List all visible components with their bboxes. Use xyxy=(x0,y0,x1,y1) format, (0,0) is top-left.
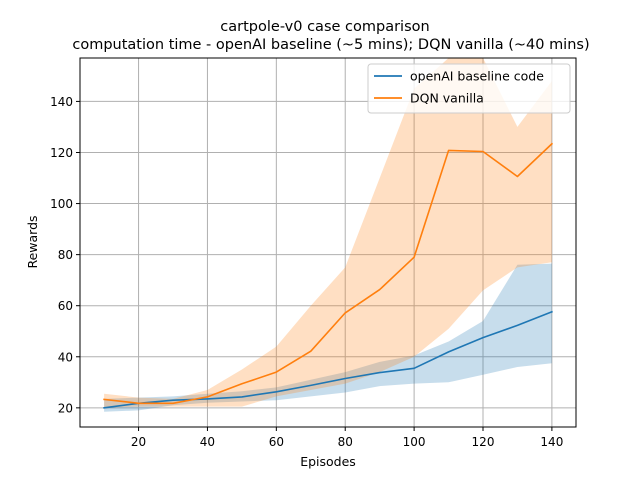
x-tick-label: 20 xyxy=(131,435,146,449)
y-tick-label: 60 xyxy=(58,299,73,313)
x-tick-label: 120 xyxy=(472,435,495,449)
legend: openAI baseline code DQN vanilla xyxy=(367,63,571,114)
y-tick-label: 140 xyxy=(50,95,73,109)
confidence-bands xyxy=(104,58,552,412)
y-tick-label: 100 xyxy=(50,197,73,211)
confidence-band-series-1 xyxy=(104,263,552,412)
series-line-2 xyxy=(103,142,554,405)
chart-title: cartpole-v0 case comparison xyxy=(220,19,429,35)
x-tick-label: 140 xyxy=(540,435,563,449)
x-tick-label: 100 xyxy=(403,435,426,449)
legend-box xyxy=(367,63,571,114)
series-line-1 xyxy=(103,310,553,409)
x-tick-label: 40 xyxy=(200,435,215,449)
y-axis-ticks: 20 40 60 80 100 120 140 xyxy=(50,95,80,415)
x-axis-ticks: 20 40 60 80 100 120 140 xyxy=(131,427,563,449)
y-tick-label: 40 xyxy=(58,350,73,364)
confidence-band-series-2 xyxy=(104,58,552,408)
x-tick-label: 80 xyxy=(338,435,353,449)
chart-subtitle: computation time - openAI baseline (~5 m… xyxy=(72,37,589,53)
legend-entry: openAI baseline code xyxy=(410,69,544,84)
x-tick-label: 60 xyxy=(269,435,284,449)
series-lines xyxy=(103,142,554,409)
y-tick-label: 120 xyxy=(50,146,73,160)
x-axis-label: Episodes xyxy=(300,454,356,469)
plot-area-frame xyxy=(79,57,577,428)
y-tick-label: 20 xyxy=(58,401,73,415)
y-tick-label: 80 xyxy=(58,248,73,262)
legend-entry: DQN vanilla xyxy=(410,91,484,106)
y-axis-label: Rewards xyxy=(25,215,40,268)
